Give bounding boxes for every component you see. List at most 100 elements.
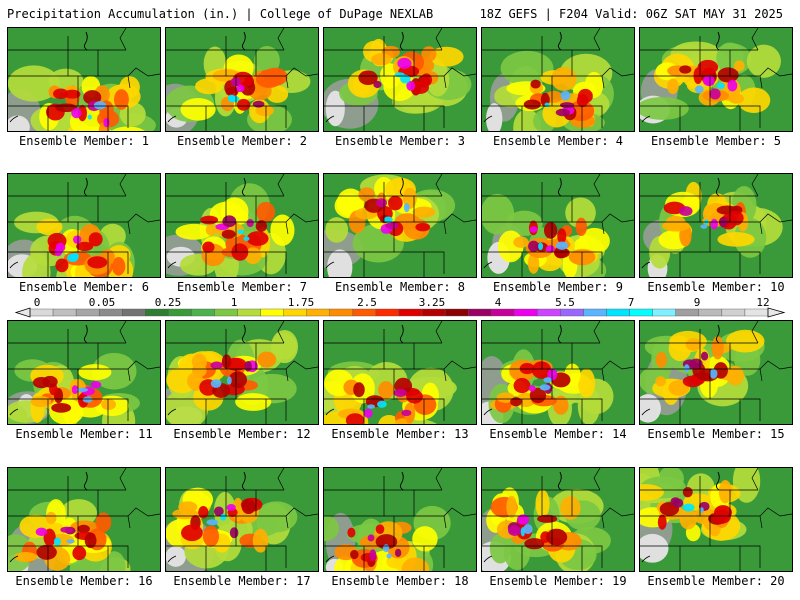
river-line (715, 31, 720, 51)
precip-field-map (8, 468, 160, 571)
state-border (759, 213, 792, 223)
legend-tick-label: 4 (494, 296, 502, 309)
state-border (435, 174, 443, 197)
member-map-panel[interactable] (323, 173, 477, 278)
state-border (277, 468, 285, 491)
state-border (127, 213, 160, 223)
state-border (277, 28, 285, 51)
member-map-panel[interactable] (481, 173, 635, 278)
legend-tick-label: 1.75 (287, 296, 315, 309)
legend-color-cell (698, 308, 723, 317)
legend-color-cell (283, 308, 307, 317)
member-label: Ensemble Member: 4 (492, 134, 624, 148)
state-border (542, 195, 573, 223)
state-border (285, 507, 318, 517)
member-map-panel[interactable] (323, 467, 477, 572)
member-label: Ensemble Member: 7 (176, 280, 308, 294)
member-map-panel[interactable] (639, 320, 793, 425)
river-line (557, 177, 562, 197)
state-border (226, 342, 257, 370)
member-map-panel[interactable] (165, 173, 319, 278)
member-map-panel[interactable] (481, 320, 635, 425)
precip-field-map (640, 28, 792, 131)
state-border (394, 251, 445, 274)
state-border (236, 105, 287, 128)
state-border (710, 251, 761, 274)
precip-field-map (324, 468, 476, 571)
river-line (715, 324, 720, 344)
member-map-panel[interactable] (165, 27, 319, 132)
legend-color-cell (398, 308, 423, 317)
member-label: Ensemble Member: 2 (176, 134, 308, 148)
member-map-panel[interactable] (481, 467, 635, 572)
member-map-panel[interactable] (639, 173, 793, 278)
state-border (443, 67, 476, 77)
precip-field-map (324, 174, 476, 277)
state-border (601, 360, 634, 370)
legend-left-arrow (14, 307, 31, 318)
state-border (542, 489, 573, 517)
member-map-panel[interactable] (639, 467, 793, 572)
legend-color-cell (329, 308, 354, 317)
state-border (601, 67, 634, 77)
state-border (593, 468, 601, 491)
state-border (751, 468, 759, 491)
state-border (394, 545, 445, 568)
river-line (557, 31, 562, 51)
legend-color-cell (744, 308, 769, 317)
member-label: Ensemble Member: 12 (173, 427, 311, 441)
member-label: Ensemble Member: 3 (334, 134, 466, 148)
legend-tick-label: 1 (230, 296, 238, 309)
legend-color-cell (375, 308, 400, 317)
legend-color-cell (721, 308, 746, 317)
precip-field-map (482, 174, 634, 277)
precip-field-map (482, 468, 634, 571)
state-border (552, 545, 603, 568)
state-border (226, 49, 257, 77)
member-map-panel[interactable] (7, 27, 161, 132)
legend-color-cell (214, 308, 238, 317)
precip-field-map (482, 321, 634, 424)
member-map-panel[interactable] (165, 320, 319, 425)
member-map-panel[interactable] (7, 320, 161, 425)
member-map-panel[interactable] (639, 27, 793, 132)
state-border (78, 545, 129, 568)
member-label: Ensemble Member: 8 (334, 280, 466, 294)
precip-field-map (166, 468, 318, 571)
legend-color-cell (52, 308, 77, 317)
state-border (236, 545, 287, 568)
member-label: Ensemble Member: 9 (492, 280, 624, 294)
member-map-panel[interactable] (165, 467, 319, 572)
state-border (119, 321, 127, 344)
member-map-panel[interactable] (323, 320, 477, 425)
state-border (443, 360, 476, 370)
river-line (399, 177, 404, 197)
member-label: Ensemble Member: 5 (650, 134, 782, 148)
member-map-panel[interactable] (481, 27, 635, 132)
legend-color-cell (168, 308, 192, 317)
precip-field-map (640, 468, 792, 571)
precip-field-map (324, 321, 476, 424)
legend-right-arrow (767, 307, 786, 318)
state-border (68, 342, 99, 370)
member-map-panel[interactable] (7, 467, 161, 572)
legend-color-cell (75, 308, 100, 317)
river-line (83, 471, 88, 491)
legend-color-cell (306, 308, 331, 317)
legend-color-cell (675, 308, 700, 317)
river-line (557, 471, 562, 491)
state-border (700, 342, 731, 370)
precip-field-map (166, 174, 318, 277)
legend-tick-label: 0.05 (88, 296, 116, 309)
header: Precipitation Accumulation (in.) | Colle… (0, 0, 800, 28)
state-border (384, 342, 415, 370)
legend-color-cell (606, 308, 630, 317)
state-border (593, 28, 601, 51)
legend-color-cell (467, 308, 492, 317)
legend-color-cell (537, 308, 561, 317)
member-map-panel[interactable] (7, 173, 161, 278)
member-label: Ensemble Member: 18 (331, 574, 469, 588)
member-label: Ensemble Member: 6 (18, 280, 150, 294)
legend-tick-label: 12 (756, 296, 770, 309)
member-map-panel[interactable] (323, 27, 477, 132)
